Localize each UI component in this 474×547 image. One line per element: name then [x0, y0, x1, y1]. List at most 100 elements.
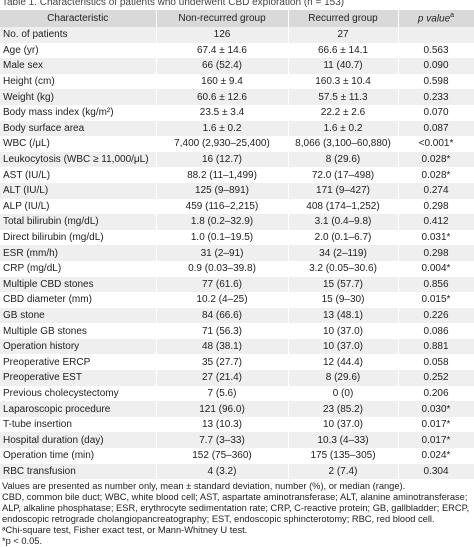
table-cell: 126 [156, 27, 289, 43]
table-cell: Body mass index (kg/m²) [0, 104, 157, 121]
table-row: AST (IU/L) 88.2 (11–1,499) 72.0 (17–498) 0.… [0, 167, 474, 183]
table-row: Multiple GB stones 71 (56.3) 10 (37.0) 0.08… [0, 323, 474, 339]
table-cell: T-tube insertion [0, 416, 157, 433]
table-cell: 10.3 (4–33) [288, 432, 399, 449]
table-cell: Laparoscopic procedure [0, 401, 157, 417]
table-cell: 48 (38.1) [156, 338, 289, 355]
table-cell: 57.5 ± 11.3 [288, 89, 399, 105]
table-cell: 23.5 ± 3.4 [156, 104, 289, 121]
table-cell: 8 (29.6) [288, 151, 399, 168]
table-row: CBD diameter (mm) 10.2 (4–25) 15 (9–30) 0.0… [0, 292, 474, 308]
table-cell: 60.6 ± 12.6 [156, 89, 289, 105]
table-cell: 35 (27.7) [156, 354, 289, 371]
table-cell: Male sex [0, 58, 157, 74]
table-cell: Hospital duration (day) [0, 432, 157, 449]
table-cell: Operation time (min) [0, 448, 157, 464]
table-cell: 0 (0) [288, 385, 399, 402]
table-cell: 0.412 [398, 214, 474, 230]
header-cell: Non-recurred group [156, 10, 289, 27]
table-cell: ESR (mm/h) [0, 245, 157, 261]
table-cell: Preoperative EST [0, 370, 157, 386]
table-cell: 0.017* [398, 416, 474, 433]
table-cell: Multiple CBD stones [0, 276, 157, 293]
table-row: Leukocytosis (WBC ≥ 11,000/μL) 16 (12.7) 8… [0, 151, 474, 168]
table-cell: CBD diameter (mm) [0, 292, 157, 308]
table-cell: 0.070 [398, 104, 474, 121]
header-text: Characteristic [47, 13, 109, 24]
table-cell: ALT (IU/L) [0, 182, 157, 199]
table-cell: Preoperative ERCP [0, 354, 157, 371]
table-cell: 152 (75–360) [156, 448, 289, 464]
table-cell: 0.004* [398, 260, 474, 277]
table-cell: 0.090 [398, 58, 474, 74]
table-cell: 0.856 [398, 276, 474, 293]
table-cell: <0.001* [398, 136, 474, 152]
table-cell: 4 (3.2) [156, 463, 289, 480]
table-cell: 1.6 ± 0.2 [156, 120, 289, 137]
table-cell: 88.2 (11–1,499) [156, 167, 289, 183]
table-cell: 16 (12.7) [156, 151, 289, 168]
table-cell: 66 (52.4) [156, 58, 289, 74]
table-row: GB stone 84 (66.6) 13 (48.1) 0.226 [0, 307, 474, 324]
table-cell: 171 (9–427) [288, 182, 399, 199]
table-row: Male sex 66 (52.4) 11 (40.7) 0.090 [0, 58, 474, 74]
table-cell: 0.015* [398, 292, 474, 308]
table-cell: 0.028* [398, 167, 474, 183]
table-cell: 72.0 (17–498) [288, 167, 399, 183]
header-row: Characteristic Non-recurred group Recurred… [0, 10, 474, 27]
table-cell: Previous cholecystectomy [0, 385, 157, 402]
table-cell: 459 (116–2,215) [156, 198, 289, 215]
table-cell: 3.2 (0.05–30.6) [288, 260, 399, 277]
table-cell: WBC (/μL) [0, 136, 157, 152]
table-row: Preoperative ERCP 35 (27.7) 12 (44.4) 0.058 [0, 354, 474, 371]
table-cell: 0.206 [398, 385, 474, 402]
header-text: Non-recurred group [178, 13, 266, 24]
table-cell: 10 (37.0) [288, 323, 399, 339]
table-row: Operation time (min) 152 (75–360) 175 (135… [0, 448, 474, 464]
table-title: Table 1. Characteristics of patients who… [2, 0, 345, 8]
table-cell: ALP (IU/L) [0, 198, 157, 215]
header-note: a [450, 12, 455, 20]
table-cell: 0.017* [398, 432, 474, 449]
table-cell: 10 (37.0) [288, 416, 399, 433]
table-cell: 0.298 [398, 245, 474, 261]
table-row: ESR (mm/h) 31 (2–91) 34 (2–119) 0.298 [0, 245, 474, 261]
table-cell: 0.881 [398, 338, 474, 355]
table-cell: Direct bilirubin (mg/dL) [0, 229, 157, 246]
table-cell: 13 (48.1) [288, 307, 399, 324]
table-row: Laparoscopic procedure 121 (96.0) 23 (85.2… [0, 401, 474, 417]
table-cell: 22.2 ± 2.6 [288, 104, 399, 121]
table-cell: Age (yr) [0, 42, 157, 59]
table-row: ALP (IU/L) 459 (116–2,215) 408 (174–1,252)… [0, 198, 474, 215]
footnote: CBD, common bile duct; WBC, white blood … [2, 492, 470, 525]
table-cell: 27 [288, 27, 399, 43]
table-cell: 2.0 (0.1–6.7) [288, 229, 399, 246]
table-row: WBC (/μL) 7,400 (2,930–25,400) 8,066 (3,10… [0, 136, 474, 152]
footnotes: Values are presented as number only, mea… [0, 479, 474, 547]
header-text: p value [417, 13, 451, 25]
table-cell: 34 (2–119) [288, 245, 399, 261]
table-cell: 121 (96.0) [156, 401, 289, 417]
table-row: Age (yr) 67.4 ± 14.6 66.6 ± 14.1 0.563 [0, 42, 474, 59]
table-cell: 84 (66.6) [156, 307, 289, 324]
table-cell: 67.4 ± 14.6 [156, 42, 289, 59]
table-row: Direct bilirubin (mg/dL) 1.0 (0.1–19.5) 2.… [0, 229, 474, 246]
table-cell: 10 (37.0) [288, 338, 399, 355]
table-cell: 7 (5.6) [156, 385, 289, 402]
table-cell: Multiple GB stones [0, 323, 157, 339]
table-row: Hospital duration (day) 7.7 (3–33) 10.3 (4… [0, 432, 474, 449]
table-cell: 10.2 (4–25) [156, 292, 289, 308]
table-cell: 7,400 (2,930–25,400) [156, 136, 289, 152]
table-cell: 71 (56.3) [156, 323, 289, 339]
table-cell: 27 (21.4) [156, 370, 289, 386]
table-cell: 1.6 ± 0.2 [288, 120, 399, 137]
table-cell: 31 (2–91) [156, 245, 289, 261]
table-cell: 1.0 (0.1–19.5) [156, 229, 289, 246]
table-cell: 0.031* [398, 229, 474, 246]
table-cell: 23 (85.2) [288, 401, 399, 417]
table-cell: 0.252 [398, 370, 474, 386]
table-cell: Total bilirubin (mg/dL) [0, 214, 157, 230]
table-cell: 8,066 (3,100–60,880) [288, 136, 399, 152]
table-row: CRP (mg/dL) 0.9 (0.03–39.8) 3.2 (0.05–30.6… [0, 260, 474, 277]
